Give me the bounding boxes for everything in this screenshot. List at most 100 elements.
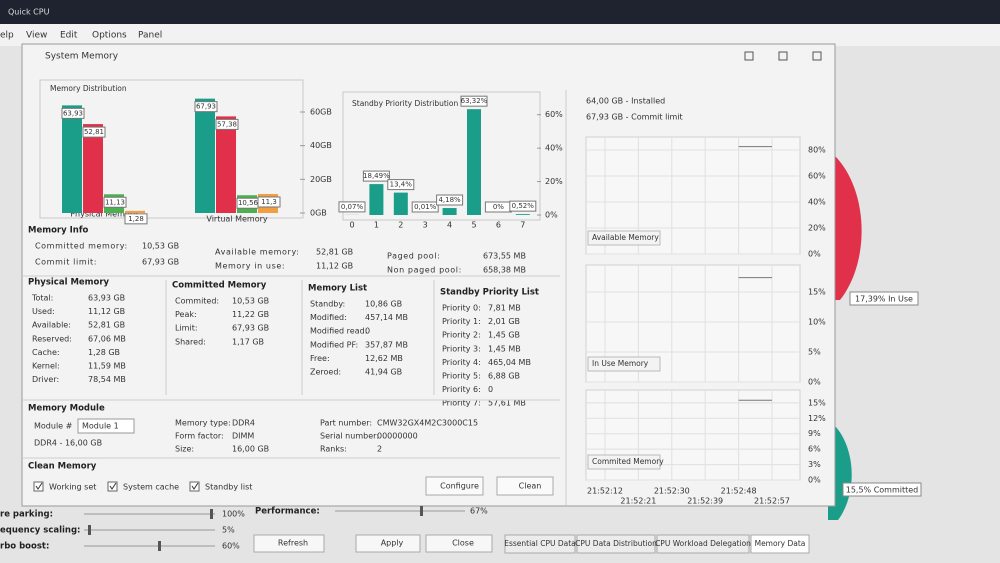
- y-tick-label: 15%: [808, 398, 826, 407]
- value-label: 0,52%: [512, 202, 535, 210]
- info-value: 10,53 GB: [142, 242, 179, 251]
- bar: [467, 109, 481, 215]
- slider-thumb[interactable]: [158, 541, 161, 551]
- value-label-box: [387, 179, 415, 191]
- checkbox-label: System cache: [123, 483, 179, 492]
- checkbox[interactable]: [107, 481, 118, 492]
- menu-item: Options: [92, 31, 127, 41]
- x-tick-label: 6: [496, 221, 501, 230]
- chart-title: Memory Distribution: [50, 84, 127, 93]
- row-label: Modified read:: [310, 327, 367, 336]
- button-label: Close: [452, 539, 474, 548]
- row-value: 6,88 GB: [488, 372, 520, 381]
- row-label: Kernel:: [32, 362, 60, 371]
- value-label-box: [61, 107, 85, 119]
- module-select[interactable]: [77, 418, 135, 434]
- tab[interactable]: [750, 534, 810, 554]
- row-label: Ranks:: [320, 445, 347, 454]
- value-label: 57,38: [217, 120, 237, 128]
- row-value: 63,93 GB: [88, 294, 125, 303]
- section-title: Memory Info: [28, 226, 89, 236]
- value-label: 67,93: [196, 103, 216, 111]
- row-label: Priority 6:: [442, 385, 481, 394]
- button[interactable]: [425, 534, 493, 553]
- value-label-box: [436, 194, 464, 206]
- app-title: Quick CPU: [8, 8, 50, 17]
- checkbox[interactable]: [33, 481, 44, 492]
- row-label: Zeroed:: [310, 368, 341, 377]
- value-label-box: [338, 201, 366, 213]
- row-value: 67,93 GB: [232, 324, 269, 333]
- x-tick-label: 21:52:12: [587, 487, 623, 496]
- value-label-box: [257, 196, 281, 208]
- value-label: 10,56: [238, 199, 259, 207]
- row-label: Memory type:: [175, 419, 231, 428]
- tab[interactable]: [504, 534, 576, 554]
- tab-label: Essential CPU Data: [504, 539, 576, 548]
- chart-label: In Use Memory: [592, 359, 649, 368]
- chart-label-box: [587, 356, 661, 372]
- tab-label: Memory Data: [755, 539, 806, 548]
- x-tick-label: 4: [447, 221, 452, 230]
- info-label: Paged pool:: [387, 252, 440, 261]
- setting-value: 100%: [222, 510, 245, 519]
- pie-label: 15,5% Committed: [846, 486, 919, 495]
- window-close-button[interactable]: [812, 51, 822, 61]
- x-tick-label: 21:52:30: [654, 487, 690, 496]
- y-tick-label: 0%: [808, 378, 821, 387]
- tab[interactable]: [576, 534, 656, 554]
- setting-value: 5%: [222, 526, 235, 535]
- row-value: 457,14 MB: [365, 313, 408, 322]
- window-min-button[interactable]: [744, 51, 754, 61]
- pie-label-box: [842, 482, 922, 497]
- checkbox[interactable]: [189, 481, 200, 492]
- row-label: Priority 1:: [442, 317, 481, 326]
- row-value: DDR4: [232, 419, 255, 428]
- slider-thumb[interactable]: [88, 525, 91, 535]
- window-max-button[interactable]: [778, 51, 788, 61]
- row-value: 465,04 MB: [488, 358, 531, 367]
- info-label: Available memory:: [215, 248, 300, 257]
- y-tick-label: 20GB: [310, 175, 332, 184]
- tab[interactable]: [656, 534, 750, 554]
- checkbox-label: Standby list: [205, 483, 252, 492]
- y-tick-label: 0%: [808, 476, 821, 485]
- button[interactable]: [253, 534, 325, 553]
- slider-thumb[interactable]: [210, 509, 213, 519]
- y-tick-label: 40%: [545, 144, 563, 153]
- info-label: Memory in use:: [215, 262, 285, 271]
- chart-label: Available Memory: [592, 233, 659, 242]
- checkbox-label: Working set: [49, 483, 96, 492]
- pie-label-box: [849, 291, 919, 306]
- x-tick-label: Physical Memory: [70, 210, 138, 219]
- x-tick-label: 3: [423, 221, 428, 230]
- value-label: 1,28: [128, 215, 144, 223]
- setting-value: 67%: [470, 507, 488, 516]
- row-value: 16,00 GB: [232, 445, 269, 454]
- button[interactable]: [425, 476, 484, 496]
- x-tick-label: 21:52:39: [687, 497, 723, 506]
- row-value: DIMM: [232, 432, 254, 441]
- button[interactable]: [355, 534, 421, 553]
- row-label: Free:: [310, 354, 330, 363]
- button-label: Apply: [381, 539, 404, 548]
- button[interactable]: [496, 476, 554, 496]
- menu-bar: [0, 24, 1000, 46]
- slider-thumb[interactable]: [420, 506, 423, 516]
- row-value: 00000000: [377, 432, 418, 441]
- value-label: 0%: [493, 203, 504, 211]
- field-label: Module #: [34, 422, 73, 431]
- tab-label: CPU Workload Delegation: [655, 539, 751, 548]
- row-value: 78,54 MB: [88, 375, 126, 384]
- x-tick-label: 0: [349, 221, 354, 230]
- row-value: 1,45 GB: [488, 331, 520, 340]
- select-value: Module 1: [82, 422, 119, 431]
- value-label-box: [411, 201, 439, 213]
- value-label: 4,18%: [438, 196, 461, 204]
- tab-label: CPU Data Distribution: [575, 539, 657, 548]
- row-label: Total:: [31, 294, 53, 303]
- y-tick-label: 12%: [808, 414, 826, 423]
- row-label: Used:: [32, 307, 55, 316]
- value-label: 13,4%: [390, 181, 413, 189]
- row-value: 1,28 GB: [88, 348, 120, 357]
